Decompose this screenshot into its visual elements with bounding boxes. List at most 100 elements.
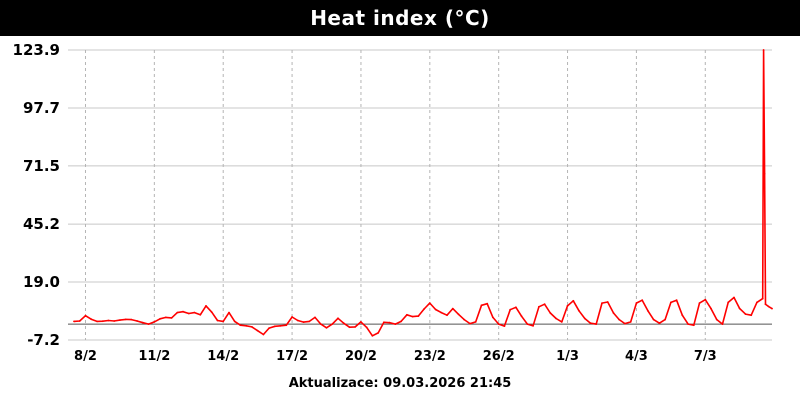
data-point xyxy=(612,312,615,314)
data-point xyxy=(302,321,305,323)
data-point xyxy=(583,317,586,320)
data-point xyxy=(262,333,265,336)
x-tick-label: 17/2 xyxy=(276,349,308,364)
data-point xyxy=(538,305,540,308)
x-tick-label: 4/3 xyxy=(625,349,648,364)
data-point xyxy=(274,325,276,328)
data-point xyxy=(325,326,328,329)
data-point xyxy=(78,320,81,322)
data-point xyxy=(205,305,207,307)
data-point xyxy=(629,321,632,323)
data-point xyxy=(658,322,661,325)
data-point xyxy=(73,320,75,323)
data-point xyxy=(142,321,144,324)
data-point xyxy=(417,315,420,317)
data-point xyxy=(771,307,773,310)
data-point xyxy=(764,303,767,306)
data-point xyxy=(96,320,98,323)
data-point xyxy=(216,319,219,322)
x-tick-label: 14/2 xyxy=(207,349,239,364)
data-point xyxy=(595,323,598,325)
data-point xyxy=(560,321,563,323)
data-point xyxy=(761,297,764,300)
data-point xyxy=(319,323,322,325)
data-point xyxy=(762,49,765,51)
data-point xyxy=(222,320,225,323)
data-point xyxy=(308,320,311,323)
data-point xyxy=(486,302,489,305)
data-point xyxy=(296,319,299,322)
data-point xyxy=(101,320,104,323)
data-point xyxy=(411,315,414,318)
data-point xyxy=(130,318,133,321)
data-point xyxy=(763,172,766,175)
data-point xyxy=(606,301,609,303)
data-point xyxy=(670,301,672,304)
grid xyxy=(68,49,772,341)
data-point xyxy=(84,314,87,317)
data-point xyxy=(503,325,506,327)
data-point xyxy=(400,320,402,323)
data-point xyxy=(589,322,592,325)
data-point xyxy=(675,299,678,302)
data-point xyxy=(377,332,380,334)
data-point xyxy=(337,317,339,320)
data-point xyxy=(733,296,735,299)
data-point xyxy=(532,324,534,327)
data-point xyxy=(107,319,110,322)
data-point xyxy=(687,323,689,325)
data-point xyxy=(480,304,483,307)
data-point xyxy=(176,311,179,314)
y-tick-label: -7.2 xyxy=(27,331,60,349)
x-tick-label: 26/2 xyxy=(483,349,515,364)
series-group xyxy=(73,49,773,337)
data-point xyxy=(692,324,695,327)
data-point xyxy=(572,299,575,302)
data-point xyxy=(360,321,362,323)
data-point xyxy=(664,318,666,321)
data-point xyxy=(474,321,477,323)
data-point xyxy=(624,322,626,325)
data-point xyxy=(428,302,431,304)
data-point xyxy=(193,311,196,314)
data-point xyxy=(342,322,345,325)
data-point xyxy=(681,314,684,317)
data-point xyxy=(520,315,523,318)
data-point xyxy=(578,309,580,312)
data-point xyxy=(228,311,230,314)
data-point xyxy=(291,316,293,318)
x-axis-ticks: 8/2 11/2 14/2 17/2 20/2 23/2 26/2 1/3 4/3 7/3 xyxy=(74,349,717,364)
y-axis-ticks: 123.9 97.7 71.5 45.2 19.0 -7.2 xyxy=(13,41,60,349)
data-point xyxy=(153,321,156,323)
data-point xyxy=(492,316,494,319)
data-point xyxy=(383,321,385,324)
data-point xyxy=(119,319,121,321)
data-point xyxy=(388,321,391,324)
data-point xyxy=(124,318,127,321)
data-point xyxy=(440,311,443,314)
data-point xyxy=(233,320,236,323)
data-point xyxy=(256,329,259,332)
data-point xyxy=(601,302,603,304)
data-point xyxy=(526,323,529,325)
x-tick-label: 23/2 xyxy=(414,349,446,364)
last-update-label: Aktualizace: 09.03.2026 21:45 xyxy=(288,376,512,391)
data-point xyxy=(251,326,253,328)
x-tick-label: 20/2 xyxy=(345,349,377,364)
data-point xyxy=(147,323,150,325)
data-point xyxy=(365,326,368,329)
data-point xyxy=(268,327,270,329)
data-point xyxy=(348,326,351,329)
data-point xyxy=(314,316,316,319)
x-tick-label: 8/2 xyxy=(74,349,97,364)
data-point xyxy=(647,309,649,312)
data-point xyxy=(113,320,116,322)
data-point xyxy=(555,317,557,320)
data-point xyxy=(738,307,741,310)
data-point xyxy=(434,308,437,311)
data-point xyxy=(635,302,638,304)
data-point xyxy=(715,318,718,321)
data-point xyxy=(90,318,93,321)
data-point xyxy=(750,314,753,317)
